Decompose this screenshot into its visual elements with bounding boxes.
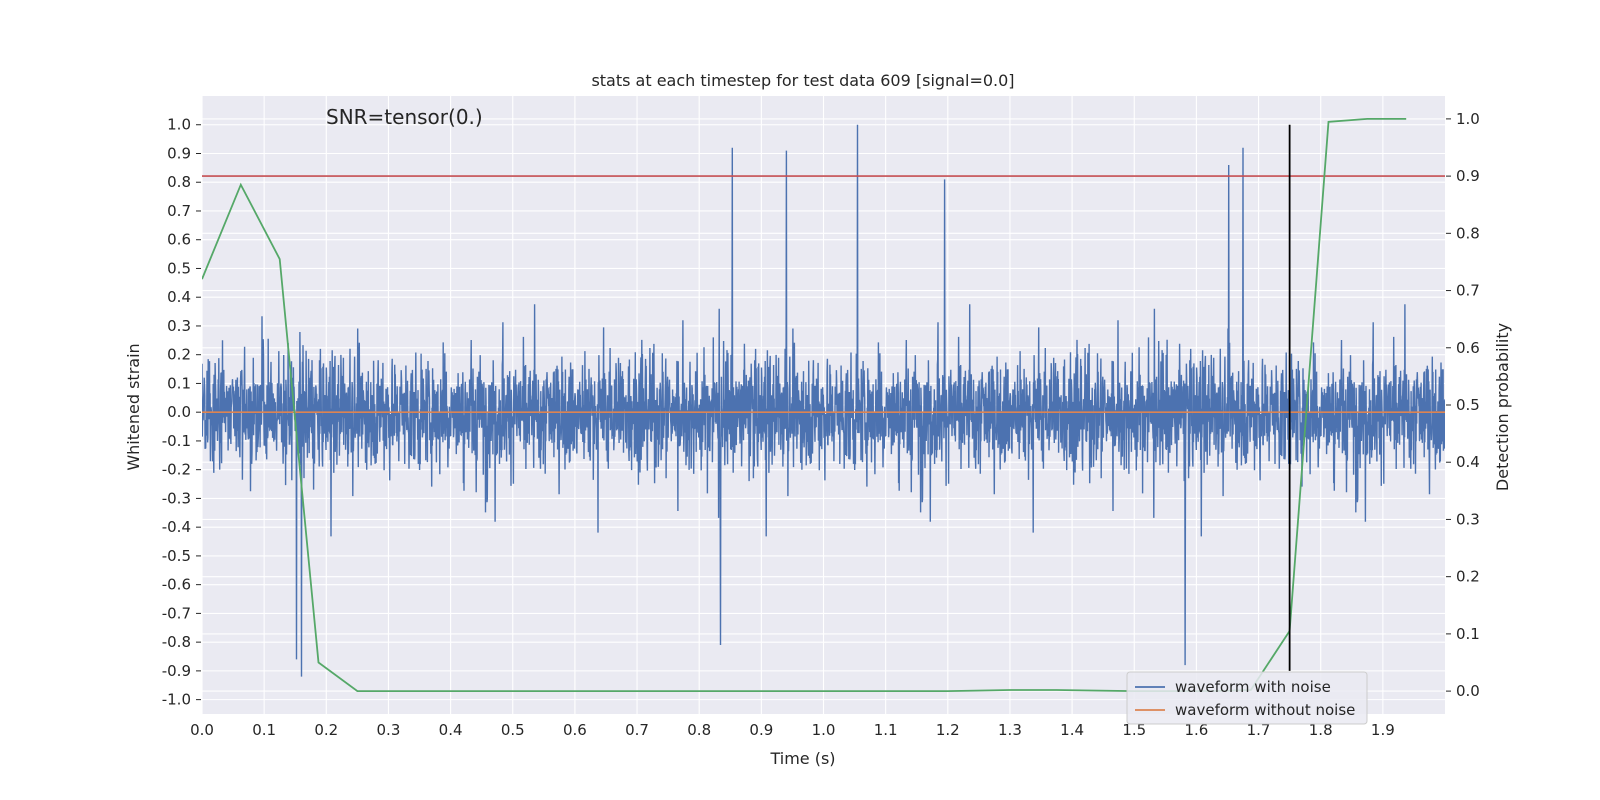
y2-tick-label: 0.3 — [1456, 510, 1480, 528]
x-tick-label: 1.0 — [812, 721, 836, 739]
y2-tick-label: 0.5 — [1456, 396, 1480, 414]
waveform-with-noise-line — [202, 124, 1445, 677]
y2-axis-label: Detection probability — [1493, 323, 1512, 491]
y2-tick-label: 0.6 — [1456, 339, 1480, 357]
y-tick-label: 0.7 — [167, 202, 191, 220]
x-axis-label: Time (s) — [769, 749, 835, 768]
y-tick-label: 0.3 — [167, 317, 191, 335]
x-tick-label: 1.6 — [1184, 721, 1208, 739]
x-tick-label: 1.9 — [1371, 721, 1395, 739]
y-tick-label: -0.5 — [162, 547, 191, 565]
x-tick-label: 0.6 — [563, 721, 587, 739]
y2-tick-label: 0.7 — [1456, 282, 1480, 300]
y2-tick-label: 1.0 — [1456, 110, 1480, 128]
x-tick-label: 1.3 — [998, 721, 1022, 739]
x-tick-label: 0.9 — [749, 721, 773, 739]
y-tick-label: 0.2 — [167, 346, 191, 364]
y-tick-label: -0.9 — [162, 662, 191, 680]
x-tick-label: 0.7 — [625, 721, 649, 739]
x-tick-label: 0.0 — [190, 721, 214, 739]
x-tick-label: 0.2 — [314, 721, 338, 739]
chart-title: stats at each timestep for test data 609… — [591, 71, 1014, 90]
x-tick-label: 1.8 — [1309, 721, 1333, 739]
x-tick-label: 1.2 — [936, 721, 960, 739]
x-tick-label: 1.7 — [1247, 721, 1271, 739]
y-tick-label: -0.6 — [162, 576, 191, 594]
y-tick-label: 0.9 — [167, 144, 191, 162]
y-tick-label: -0.7 — [162, 604, 191, 622]
y-tick-label: -1.0 — [162, 691, 191, 709]
x-tick-label: 0.4 — [439, 721, 463, 739]
y-tick-label: 0.5 — [167, 259, 191, 277]
legend-box — [1126, 671, 1368, 725]
y-tick-label: 0.8 — [167, 173, 191, 191]
plot-area: 0.0 0.1 0.2 0.3 0.4 0.5 0.6 0.7 0.8 0.9 1.0 1.1 1.2 1… — [162, 96, 1480, 739]
x-tick-label: 0.8 — [687, 721, 711, 739]
y2-tick-label: 0.0 — [1456, 682, 1480, 700]
y-tick-label: -0.4 — [162, 518, 191, 536]
y-axis-label: Whitened strain — [124, 343, 143, 470]
legend-label: waveform without noise — [1175, 701, 1355, 719]
x-tick-label: 0.3 — [377, 721, 401, 739]
y-tick-label: 0.0 — [167, 403, 191, 421]
x-tick-label: 1.1 — [874, 721, 898, 739]
y-tick-label: -0.1 — [162, 432, 191, 450]
legend-label: waveform with noise — [1175, 678, 1331, 696]
y2-tick-label: 0.8 — [1456, 224, 1480, 242]
y2-tick-label: 0.4 — [1456, 453, 1480, 471]
y-tick-label: 1.0 — [167, 116, 191, 134]
y2-tick-label: 0.1 — [1456, 625, 1480, 643]
legend: waveform with noise waveform without nois… — [1126, 671, 1368, 725]
snr-annotation: SNR=tensor(0.) — [326, 105, 483, 129]
y2-tick-label: 0.9 — [1456, 167, 1480, 185]
y-tick-label: -0.2 — [162, 461, 191, 479]
y-tick-label: -0.3 — [162, 489, 191, 507]
x-tick-label: 1.5 — [1122, 721, 1146, 739]
x-tick-label: 0.5 — [501, 721, 525, 739]
y-tick-label: -0.8 — [162, 633, 191, 651]
y-tick-label: 0.4 — [167, 288, 191, 306]
x-tick-label: 0.1 — [252, 721, 276, 739]
x-tick-label: 1.4 — [1060, 721, 1084, 739]
y-tick-label: 0.6 — [167, 231, 191, 249]
series-layer — [202, 118, 1445, 692]
y-tick-label: 0.1 — [167, 374, 191, 392]
y2-tick-label: 0.2 — [1456, 568, 1480, 586]
detection-probability-line — [202, 118, 1407, 692]
